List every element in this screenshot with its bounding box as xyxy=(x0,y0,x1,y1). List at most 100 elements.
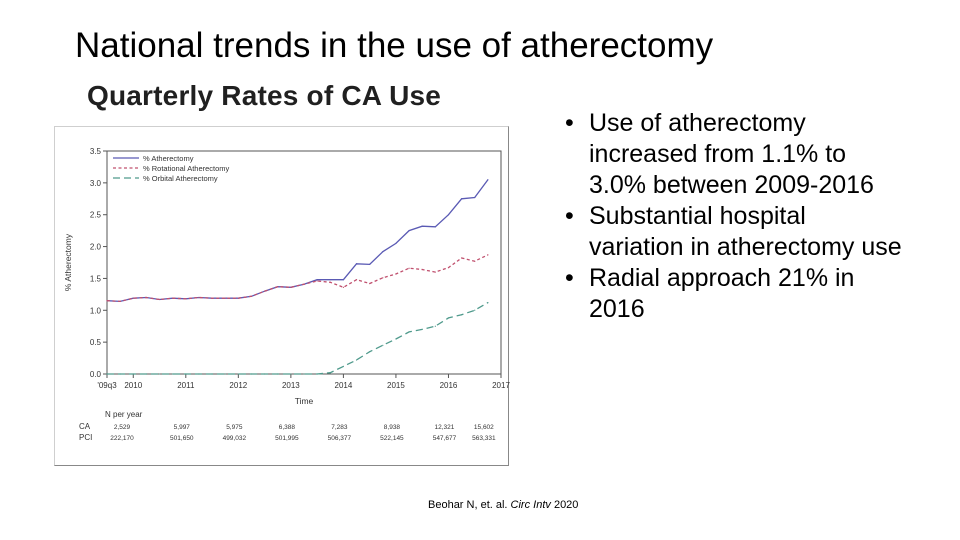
data-point xyxy=(106,300,108,302)
table-row-label: CA xyxy=(79,422,91,431)
data-point xyxy=(355,359,358,361)
data-point xyxy=(342,365,344,367)
table-cell: 499,032 xyxy=(223,435,247,442)
data-point xyxy=(487,179,489,181)
data-point xyxy=(158,373,161,375)
bullet-item: • Use of atherectomy increased from 1.1%… xyxy=(565,108,905,201)
data-point xyxy=(355,263,358,265)
x-tick-label: '09q3 xyxy=(97,381,117,390)
citation-authors: Beohar N, et. al. xyxy=(428,499,511,511)
legend-label: % Orbital Atherectomy xyxy=(143,174,218,183)
data-point xyxy=(461,314,463,316)
data-point xyxy=(132,297,134,299)
data-point xyxy=(237,373,239,375)
table-cell: 5,997 xyxy=(174,424,191,431)
table-cell: 506,377 xyxy=(328,435,352,442)
data-point xyxy=(369,351,371,353)
data-point xyxy=(342,286,344,288)
table-cell: 547,677 xyxy=(433,435,457,442)
data-point xyxy=(421,268,423,271)
table-cell: 501,650 xyxy=(170,435,194,442)
data-point xyxy=(303,283,305,285)
data-point xyxy=(119,373,121,375)
series-line-rotational-atherectomy xyxy=(106,254,489,303)
table-cell: 15,602 xyxy=(474,424,494,431)
x-tick-label: 2011 xyxy=(177,381,195,390)
citation: Beohar N, et. al. Circ Intv 2020 xyxy=(428,499,578,511)
chart-series xyxy=(106,179,489,375)
y-tick-label: 3.5 xyxy=(90,147,102,156)
y-tick-label: 0.0 xyxy=(90,370,102,379)
legend-label: % Atherectomy xyxy=(143,154,194,163)
data-point xyxy=(145,296,147,299)
table-cell: 7,283 xyxy=(331,424,348,431)
data-point xyxy=(198,373,200,375)
data-point xyxy=(198,296,200,299)
data-point xyxy=(408,331,410,333)
data-point xyxy=(277,286,279,288)
table-header: N per year xyxy=(105,410,143,419)
citation-year: 2020 xyxy=(550,499,579,511)
chart-heading: Quarterly Rates of CA Use xyxy=(87,80,442,111)
series-line-atherectomy xyxy=(106,179,489,303)
x-tick-label: 2013 xyxy=(282,381,300,390)
data-point xyxy=(264,290,266,292)
data-point xyxy=(185,298,187,300)
data-point xyxy=(172,373,174,375)
data-point xyxy=(224,297,226,299)
data-point xyxy=(355,279,358,281)
data-point xyxy=(474,309,476,311)
bullet-item: • Substantial hospital variation in athe… xyxy=(565,201,905,263)
data-point xyxy=(290,286,292,288)
data-point xyxy=(434,325,436,327)
x-axis-title: Time xyxy=(295,396,314,406)
x-tick-label: 2010 xyxy=(124,381,142,390)
data-point xyxy=(434,226,436,228)
table-cell: 501,995 xyxy=(275,435,299,442)
table-cell: 222,170 xyxy=(110,435,134,442)
data-point xyxy=(185,373,187,375)
data-point xyxy=(211,373,213,375)
data-point xyxy=(447,317,450,319)
legend-label: % Rotational Atherectomy xyxy=(143,164,230,173)
data-point xyxy=(408,267,410,269)
bullet-text: Substantial hospital variation in athere… xyxy=(589,202,902,261)
data-point xyxy=(461,257,463,259)
data-point xyxy=(211,297,213,299)
citation-journal: Circ Intv xyxy=(510,499,551,511)
data-point xyxy=(316,280,318,282)
bullet-item: • Radial approach 21% in 2016 xyxy=(565,263,905,325)
data-point xyxy=(447,214,450,216)
plot-area-border xyxy=(106,150,502,375)
y-tick-label: 0.5 xyxy=(90,338,102,347)
x-tick-label: 2014 xyxy=(335,381,353,390)
chart-axes: 0.0 0.5 1.0 1.5 2.0 2.5 3.0 3.5 '09q3 2010 2011 201… xyxy=(63,147,510,406)
bullet-text: Use of atherectomy increased from 1.1% t… xyxy=(589,109,874,199)
table-cell: 12,321 xyxy=(435,424,455,431)
data-point xyxy=(382,251,384,253)
data-point xyxy=(461,198,463,200)
data-point xyxy=(342,279,344,281)
data-point xyxy=(369,263,371,266)
data-point xyxy=(408,230,410,232)
y-axis-title: % Atherectomy xyxy=(63,233,73,291)
data-point xyxy=(316,279,318,281)
y-tick-label: 3.0 xyxy=(90,179,102,188)
bullet-list: • Use of atherectomy increased from 1.1%… xyxy=(565,108,905,325)
data-point xyxy=(329,372,331,374)
data-point xyxy=(250,295,253,297)
data-point xyxy=(369,282,371,285)
data-point xyxy=(172,297,174,299)
x-tick-label: 2017 xyxy=(492,381,510,390)
data-point xyxy=(250,373,253,375)
bullet-dot: • xyxy=(565,202,574,230)
data-point xyxy=(395,242,397,244)
data-point xyxy=(237,297,239,299)
table-cell: 563,331 xyxy=(472,435,496,442)
x-tick-label: 2016 xyxy=(440,381,458,390)
table-cell: 8,938 xyxy=(384,424,401,431)
data-point xyxy=(264,373,266,375)
data-point xyxy=(290,373,292,375)
data-point xyxy=(132,373,134,375)
data-point xyxy=(487,254,489,256)
